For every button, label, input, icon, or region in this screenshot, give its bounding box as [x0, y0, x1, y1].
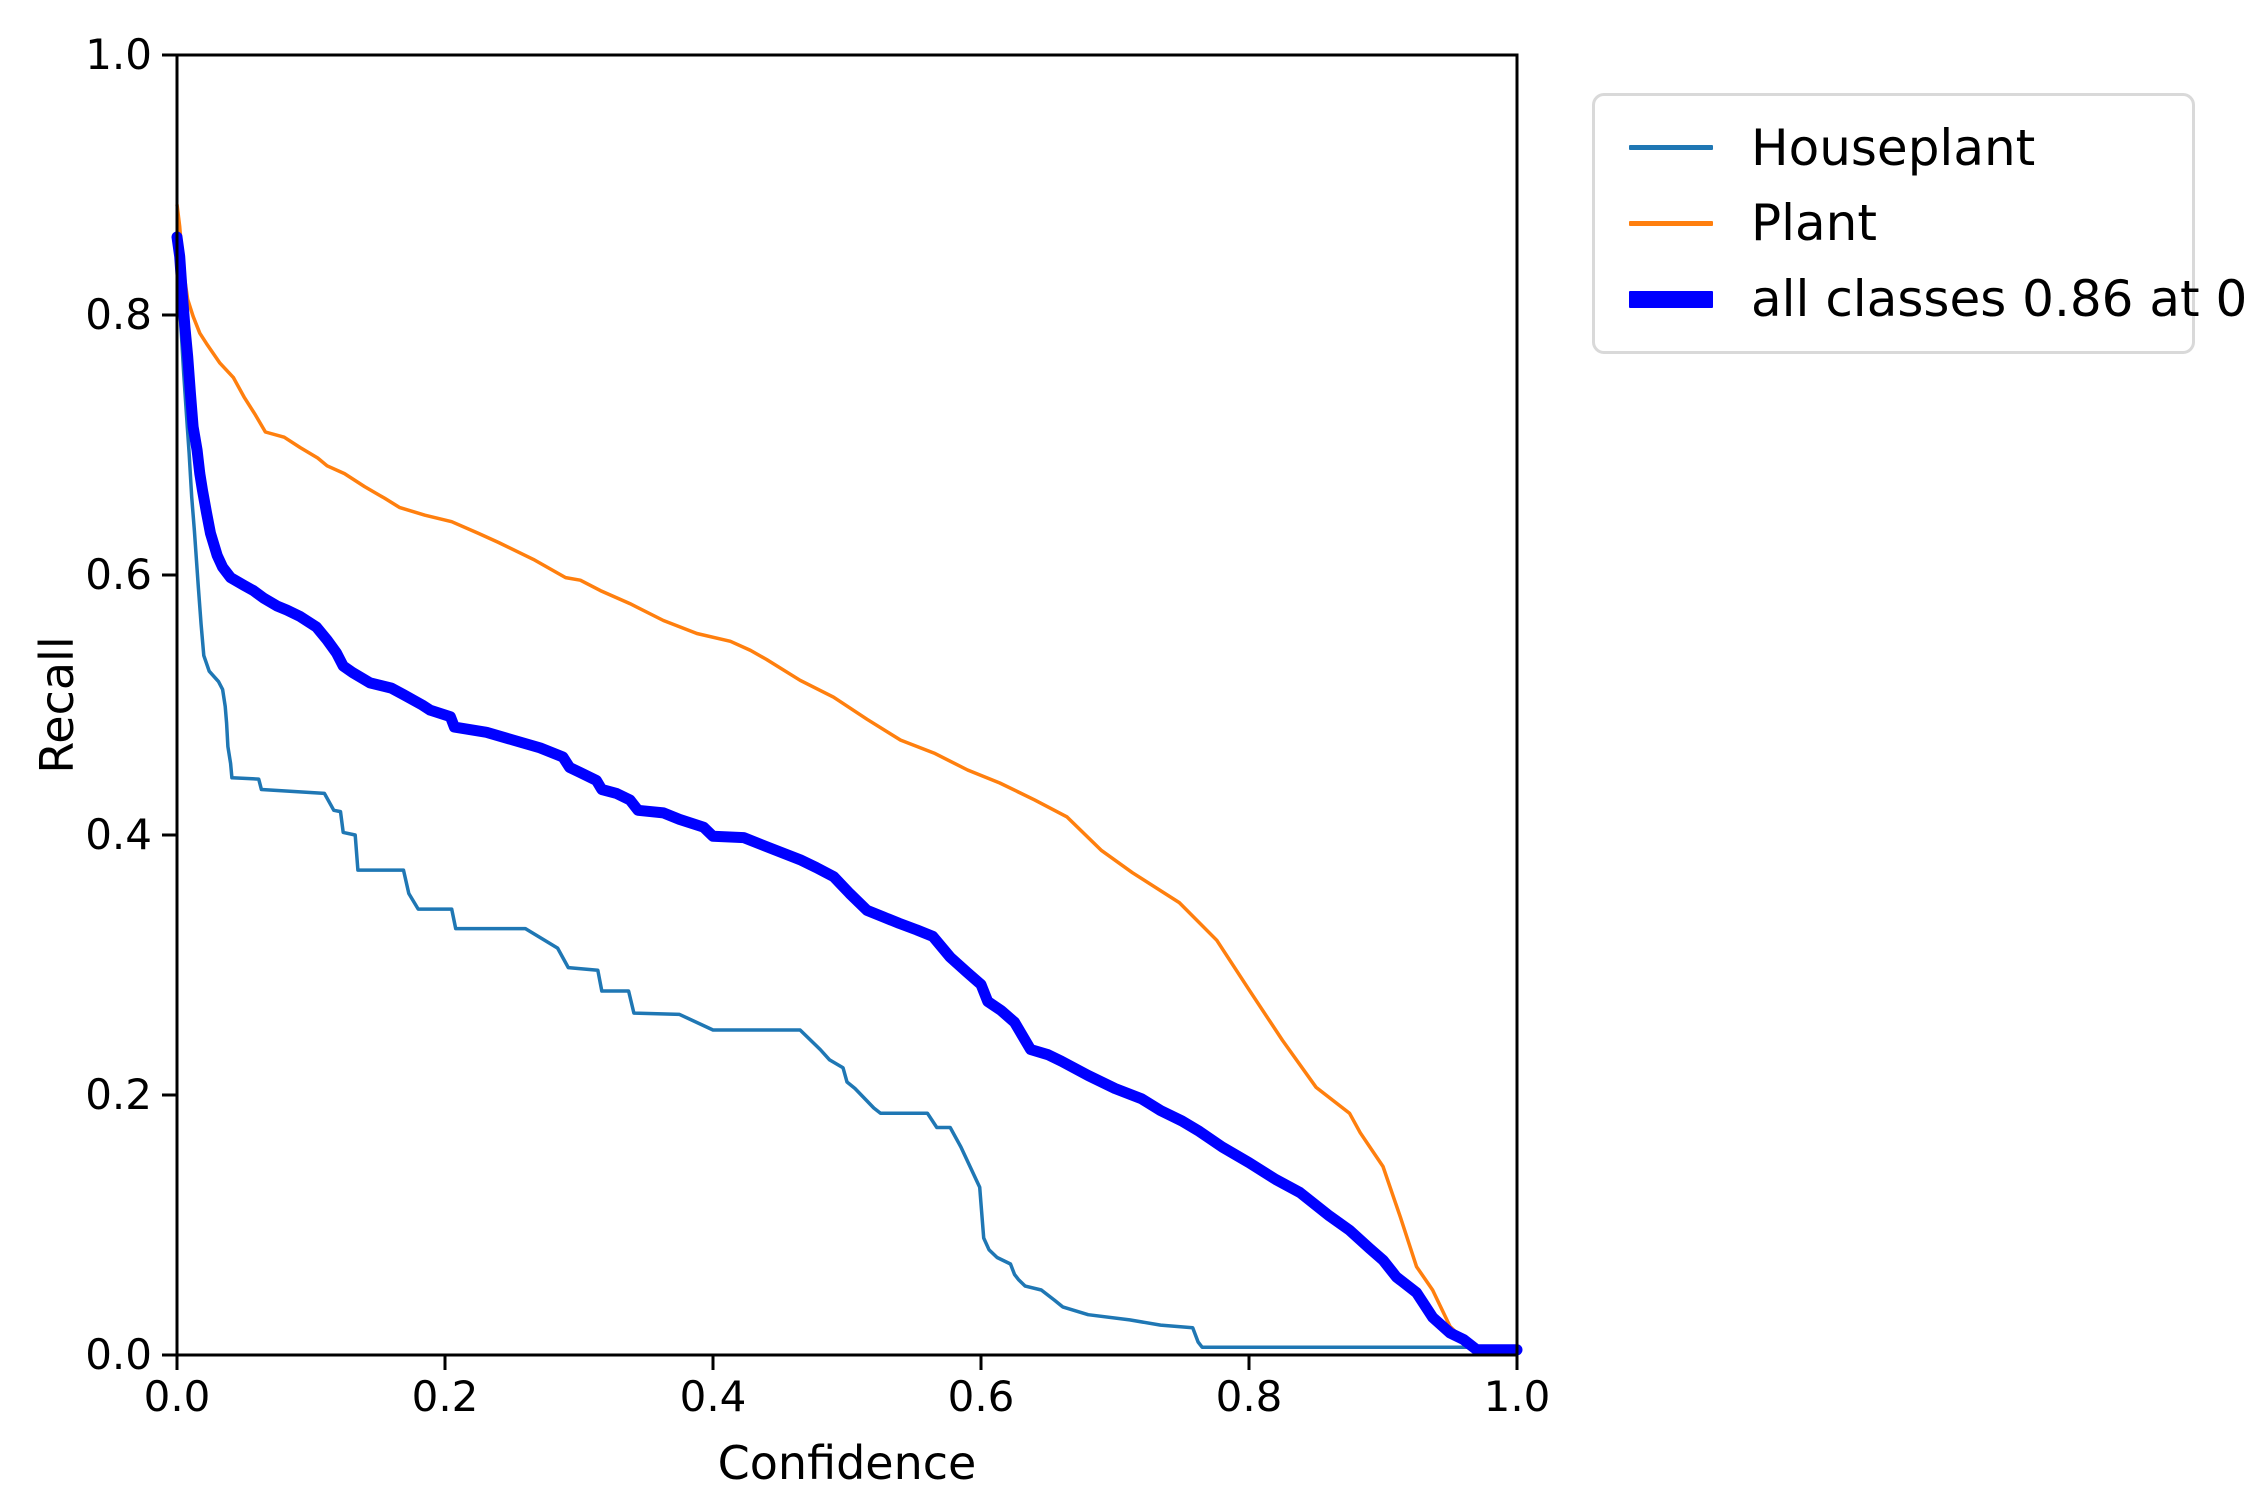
legend-item: all classes 0.86 at 0.000: [1615, 270, 2250, 328]
x-tick-label: 1.0: [1483, 1372, 1551, 1421]
y-tick-label: 0.6: [85, 550, 152, 599]
legend-item: Plant: [1615, 194, 2172, 252]
plot-border: [175, 53, 1519, 1357]
legend-box: Houseplant Plant all classes 0.86 at 0.0…: [1592, 93, 2250, 354]
houseplant-line-swatch: [1629, 145, 1713, 151]
axis-tick-marks: [162, 53, 1519, 1370]
legend-item: Houseplant: [1615, 119, 2172, 177]
all-classes-line-swatch: [1629, 290, 1713, 308]
legend-item-label: Houseplant: [1751, 118, 2036, 177]
y-tick-label: 0.4: [85, 810, 152, 859]
y-tick-label: 0.8: [85, 290, 152, 339]
all-classes-curve: [171, 231, 1523, 1356]
x-tick-label: 0.6: [947, 1372, 1015, 1421]
x-axis-label: Confidence: [717, 1436, 977, 1490]
x-tick-label: 0.0: [143, 1372, 211, 1421]
plant-line-swatch: [1629, 220, 1713, 226]
y-axis-label: Recall: [30, 636, 84, 774]
x-tick-label: 0.4: [679, 1372, 747, 1421]
y-tick-label: 0.2: [85, 1070, 152, 1119]
legend-item-label: Plant: [1751, 194, 1877, 253]
legend-item-label: all classes 0.86 at 0.000: [1751, 270, 2250, 329]
plant-curve: [175, 204, 1476, 1352]
x-tick-label: 0.8: [1215, 1372, 1283, 1421]
houseplant-curve: [175, 256, 1517, 1349]
y-tick-label: 0.0: [85, 1330, 152, 1379]
x-tick-label: 0.2: [411, 1372, 479, 1421]
y-tick-label: 1.0: [85, 30, 152, 79]
